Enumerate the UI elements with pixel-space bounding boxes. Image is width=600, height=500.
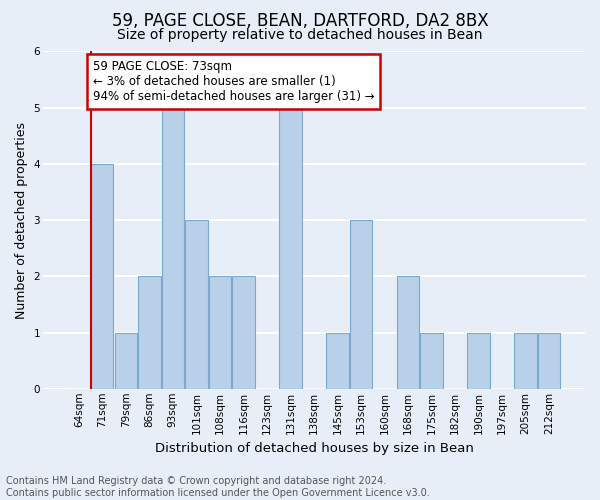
Bar xyxy=(350,220,372,389)
Bar xyxy=(326,332,349,389)
Y-axis label: Number of detached properties: Number of detached properties xyxy=(15,122,28,318)
Bar xyxy=(279,108,302,389)
Bar xyxy=(421,332,443,389)
Bar xyxy=(232,276,254,389)
Bar xyxy=(161,108,184,389)
Text: Contains HM Land Registry data © Crown copyright and database right 2024.
Contai: Contains HM Land Registry data © Crown c… xyxy=(6,476,430,498)
Bar xyxy=(514,332,537,389)
Bar xyxy=(467,332,490,389)
Bar xyxy=(115,332,137,389)
Text: 59, PAGE CLOSE, BEAN, DARTFORD, DA2 8BX: 59, PAGE CLOSE, BEAN, DARTFORD, DA2 8BX xyxy=(112,12,488,30)
Bar xyxy=(138,276,161,389)
Text: 59 PAGE CLOSE: 73sqm
← 3% of detached houses are smaller (1)
94% of semi-detache: 59 PAGE CLOSE: 73sqm ← 3% of detached ho… xyxy=(93,60,374,103)
X-axis label: Distribution of detached houses by size in Bean: Distribution of detached houses by size … xyxy=(155,442,473,455)
Bar xyxy=(397,276,419,389)
Bar xyxy=(538,332,560,389)
Bar xyxy=(91,164,113,389)
Text: Size of property relative to detached houses in Bean: Size of property relative to detached ho… xyxy=(117,28,483,42)
Bar xyxy=(209,276,231,389)
Bar xyxy=(185,220,208,389)
